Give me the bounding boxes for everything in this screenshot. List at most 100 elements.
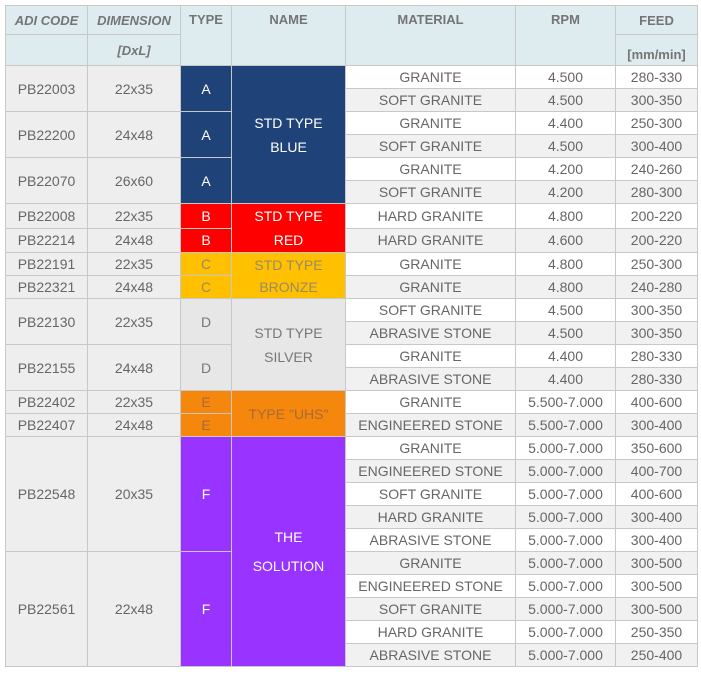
rpm-cell: 4.500 (515, 65, 616, 89)
feed-cell: 240-280 (615, 275, 698, 299)
rpm-cell: 5.000-7.000 (515, 505, 616, 529)
type-cell: C (180, 252, 232, 276)
rpm-cell: 4.800 (515, 252, 616, 276)
material-cell: GRANITE (345, 390, 516, 414)
feed-cell: 250-300 (615, 252, 698, 276)
dimension-cell: 22x48 (87, 551, 181, 667)
feed-cell: 350-600 (615, 436, 698, 460)
type-cell: B (180, 227, 232, 253)
name-line: STD TYPE (254, 208, 323, 224)
name-line: RED (273, 232, 304, 248)
type-cell: B (180, 203, 232, 229)
feed-cell: 300-350 (615, 298, 698, 322)
rpm-cell: 4.800 (515, 203, 616, 229)
col-header-dimension-unit: [DxL] (87, 34, 181, 66)
name-cell-std-type-silver: STD TYPE SILVER (231, 298, 346, 391)
name-line: THE (274, 528, 303, 545)
material-cell: SOFT GRANITE (345, 88, 516, 112)
col-header-type: TYPE (180, 5, 232, 66)
feed-cell: 240-260 (615, 157, 698, 181)
col-header-name: NAME (231, 5, 346, 66)
adi-code-cell: PB22130 (5, 298, 88, 345)
name-line: STD TYPE (254, 256, 323, 273)
adi-code-cell: PB22548 (5, 436, 88, 552)
type-cell: F (180, 551, 232, 667)
feed-cell: 400-700 (615, 459, 698, 483)
type-cell: E (180, 413, 232, 437)
type-cell: A (180, 157, 232, 204)
material-cell: HARD GRANITE (345, 620, 516, 644)
dimension-cell: 22x35 (87, 252, 181, 276)
rpm-cell: 5.000-7.000 (515, 436, 616, 460)
material-cell: GRANITE (345, 551, 516, 575)
name-line: STD TYPE (254, 114, 323, 131)
material-cell: SOFT GRANITE (345, 482, 516, 506)
rpm-cell: 4.500 (515, 88, 616, 112)
adi-code-cell: PB22155 (5, 344, 88, 391)
material-cell: ENGINEERED STONE (345, 413, 516, 437)
material-cell: SOFT GRANITE (345, 180, 516, 204)
name-line: STD TYPE (254, 324, 323, 341)
type-cell: A (180, 65, 232, 112)
material-cell: ABRASIVE STONE (345, 528, 516, 552)
feed-cell: 250-300 (615, 111, 698, 135)
type-cell: C (180, 275, 232, 299)
feed-cell: 280-300 (615, 180, 698, 204)
material-cell: ABRASIVE STONE (345, 367, 516, 391)
rpm-cell: 5.000-7.000 (515, 459, 616, 483)
material-cell: SOFT GRANITE (345, 298, 516, 322)
dimension-cell: 24x48 (87, 413, 181, 437)
feed-cell: 300-350 (615, 88, 698, 112)
dimension-cell: 24x48 (87, 227, 181, 253)
name-cell-type-uhs: TYPE "UHS" (231, 390, 346, 437)
material-cell: GRANITE (345, 436, 516, 460)
dimension-cell: 24x48 (87, 111, 181, 158)
feed-cell: 400-600 (615, 482, 698, 506)
feed-cell: 300-500 (615, 551, 698, 575)
name-line: SOLUTION (252, 557, 325, 574)
rpm-cell: 5.500-7.000 (515, 413, 616, 437)
dimension-cell: 26x60 (87, 157, 181, 204)
dimension-cell: 20x35 (87, 436, 181, 552)
name-line: TYPE "UHS" (248, 405, 329, 422)
feed-cell: 280-330 (615, 344, 698, 368)
material-cell: HARD GRANITE (345, 505, 516, 529)
name-line: SILVER (264, 348, 313, 365)
dimension-cell: 22x35 (87, 203, 181, 229)
feed-cell: 280-330 (615, 367, 698, 391)
col-header-adi-code: ADI CODE (5, 5, 88, 35)
adi-code-cell: PB22407 (5, 413, 88, 437)
material-cell: ENGINEERED STONE (345, 574, 516, 598)
adi-code-cell: PB22321 (5, 275, 88, 299)
feed-cell: 400-600 (615, 390, 698, 414)
name-cell-std-type-red: STD TYPE RED (231, 203, 346, 253)
adi-code-cell: PB22561 (5, 551, 88, 667)
material-cell: HARD GRANITE (345, 203, 516, 229)
rpm-cell: 5.000-7.000 (515, 597, 616, 621)
rpm-cell: 4.600 (515, 227, 616, 253)
type-cell: F (180, 436, 232, 552)
adi-code-cell: PB22200 (5, 111, 88, 158)
adi-code-cell: PB22008 (5, 203, 88, 229)
material-cell: GRANITE (345, 111, 516, 135)
feed-cell: 250-400 (615, 643, 698, 667)
adi-code-cell: PB22214 (5, 227, 88, 253)
name-line: BLUE (270, 138, 307, 155)
type-cell: D (180, 298, 232, 345)
feed-cell: 300-400 (615, 528, 698, 552)
feed-cell: 300-400 (615, 413, 698, 437)
dimension-cell: 22x35 (87, 65, 181, 112)
material-cell: GRANITE (345, 252, 516, 276)
material-cell: GRANITE (345, 275, 516, 299)
rpm-cell: 4.400 (515, 367, 616, 391)
feed-cell: 300-500 (615, 597, 698, 621)
rpm-cell: 4.500 (515, 321, 616, 345)
col-header-dimension: DIMENSION (87, 5, 181, 35)
rpm-cell: 5.000-7.000 (515, 620, 616, 644)
feed-cell: 300-500 (615, 574, 698, 598)
col-header-feed: FEED (615, 5, 698, 35)
dimension-cell: 24x48 (87, 275, 181, 299)
feed-cell: 300-400 (615, 134, 698, 158)
adi-code-cell: PB22402 (5, 390, 88, 414)
col-header-rpm: RPM (515, 5, 616, 66)
